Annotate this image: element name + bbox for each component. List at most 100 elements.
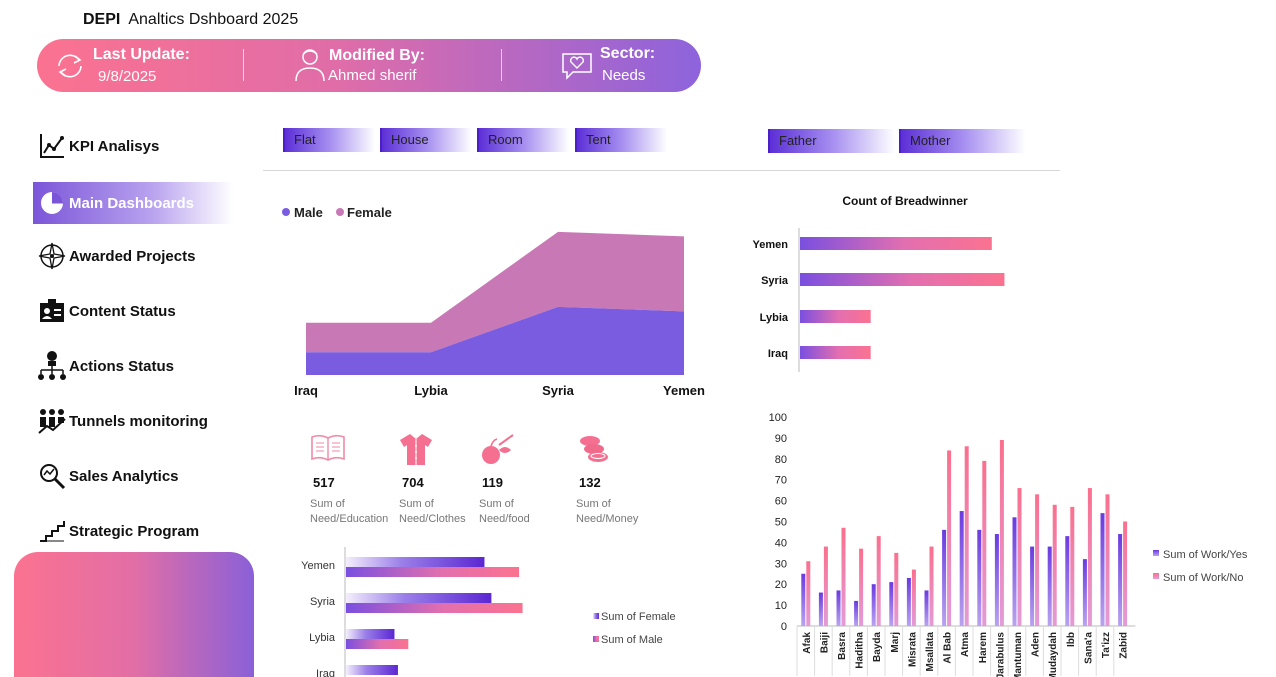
kpi-caption: Sum of Need/Education (310, 498, 389, 525)
user-icon (295, 49, 325, 82)
section-divider (263, 170, 1060, 171)
breadwinner-category-label: Lybia (760, 312, 789, 324)
bar-work-no (964, 446, 969, 626)
bar-work-yes (1100, 513, 1105, 626)
breadwinner-bar (800, 310, 871, 323)
slicer-tent[interactable]: Tent (575, 128, 667, 152)
y-tick-label: 70 (775, 475, 787, 487)
x-category-label: Ibb (1066, 632, 1077, 647)
x-category-label: Atma (960, 632, 971, 657)
kpi-clothes: 704 Sum of Need/Clothes (399, 432, 489, 527)
bar-work-yes (871, 584, 876, 626)
last-update-block: Last Update: 9/8/2025 (37, 39, 242, 92)
area-male (306, 306, 684, 375)
area-x-label: Syria (542, 383, 575, 398)
legend-male-swatch (593, 636, 599, 642)
kpi-education: 517 Sum of Need/Education (310, 432, 400, 527)
nav-item-strategic-program[interactable]: Strategic Program (33, 510, 233, 552)
book-icon (310, 432, 400, 468)
legend-male-swatch (282, 208, 290, 216)
bar-work-yes (854, 600, 859, 626)
work-column-chart: 0 10 20 30 40 50 60 70 80 90 100 Afak Baiji Basra Hadi… (769, 412, 1248, 677)
banner-divider (501, 49, 502, 81)
shirt-icon (399, 432, 489, 468)
last-update-label: Last Update: (93, 46, 190, 63)
org-chart-icon (37, 351, 67, 381)
legend-female-label: Female (347, 205, 392, 220)
coins-icon (576, 432, 666, 468)
bar-work-no (859, 548, 864, 626)
bar-work-no (876, 536, 881, 626)
breadwinner-category-label: Yemen (753, 239, 789, 251)
x-category-label: Misrata (907, 632, 918, 667)
y-tick-label: 0 (781, 621, 787, 633)
nav-item-kpi-analysis[interactable]: KPI Analisys (33, 125, 233, 167)
fm-category-label: Iraq (316, 668, 335, 677)
gradient-panel (14, 552, 254, 677)
bar-work-no (1035, 494, 1040, 626)
nav-item-label: Content Status (69, 302, 176, 320)
legend-work-no-swatch (1153, 573, 1159, 579)
bar-work-yes (818, 592, 823, 626)
x-category-label: Haditha (855, 632, 866, 669)
legend-female-swatch (593, 613, 599, 619)
nav-item-awarded-projects[interactable]: Awarded Projects (33, 235, 233, 277)
bar-work-yes (942, 529, 947, 626)
bar-sum-male (346, 639, 409, 649)
area-x-label: Yemen (663, 383, 705, 398)
pie-chart-icon (37, 188, 67, 218)
bar-work-yes (1047, 546, 1052, 626)
slicer-father[interactable]: Father (768, 129, 895, 153)
legend-sum-male: Sum of Male (601, 634, 663, 646)
bar-work-no (929, 546, 934, 626)
fm-category-label: Yemen (301, 560, 335, 572)
x-category-label: Sana'a (1083, 632, 1094, 664)
nav-item-content-status[interactable]: Content Status (33, 290, 233, 332)
breadwinner-bar-chart: Count of Breadwinner Yemen Syria Lybia Iraq (753, 194, 1005, 372)
bar-work-yes (959, 511, 964, 626)
slicer-flat[interactable]: Flat (283, 128, 375, 152)
area-x-label: Lybia (414, 383, 448, 398)
y-tick-label: 50 (775, 517, 787, 529)
nav-item-label: Main Dashboards (69, 194, 195, 212)
bar-work-no (1017, 488, 1022, 626)
y-tick-label: 100 (769, 412, 787, 424)
area-female (306, 231, 684, 353)
legend-work-no: Sum of Work/No (1163, 572, 1244, 584)
nav-item-label: Sales Analytics (69, 467, 179, 485)
legend-male-label: Male (294, 205, 323, 220)
bar-sum-female (346, 629, 395, 639)
nav-item-sales-analytics[interactable]: Sales Analytics (33, 455, 233, 497)
bar-work-no (1052, 504, 1057, 626)
y-tick-label: 80 (775, 454, 787, 466)
slicer-mother[interactable]: Mother (899, 129, 1026, 153)
x-category-label: Marj (890, 632, 901, 653)
breadwinner-chart-title: Count of Breadwinner (842, 194, 968, 208)
nav-item-main-dashboards[interactable]: Main Dashboards (33, 182, 233, 224)
bar-work-no (982, 460, 987, 626)
bar-sum-male (346, 567, 520, 577)
refresh-icon (58, 54, 82, 78)
slicer-room[interactable]: Room (477, 128, 569, 152)
breadwinner-category-label: Syria (761, 275, 789, 287)
slicer-house[interactable]: House (380, 128, 472, 152)
sector-block: Sector: Needs (502, 39, 701, 92)
nav-item-label: Awarded Projects (69, 247, 196, 265)
bar-work-yes (1082, 559, 1087, 626)
nav-item-tunnels-monitoring[interactable]: Tunnels monitoring (33, 400, 233, 442)
bar-work-yes (889, 582, 894, 626)
bar-work-no (1070, 506, 1075, 626)
bar-work-yes (994, 534, 999, 626)
kpi-value: 119 (482, 475, 503, 490)
food-icon (479, 432, 569, 468)
x-category-label: Aden (1031, 632, 1042, 657)
area-x-label: Iraq (294, 383, 318, 398)
bar-work-no (1123, 521, 1128, 626)
x-category-label: Zabid (1119, 632, 1130, 659)
gender-area-chart: Male Female Iraq Lybia Syria Yemen (282, 205, 705, 398)
bar-work-no (911, 569, 916, 626)
x-category-label: Msallata (925, 632, 936, 672)
nav-item-actions-status[interactable]: Actions Status (33, 345, 233, 387)
sector-value: Needs (602, 67, 646, 84)
breadwinner-category-label: Iraq (768, 348, 788, 360)
